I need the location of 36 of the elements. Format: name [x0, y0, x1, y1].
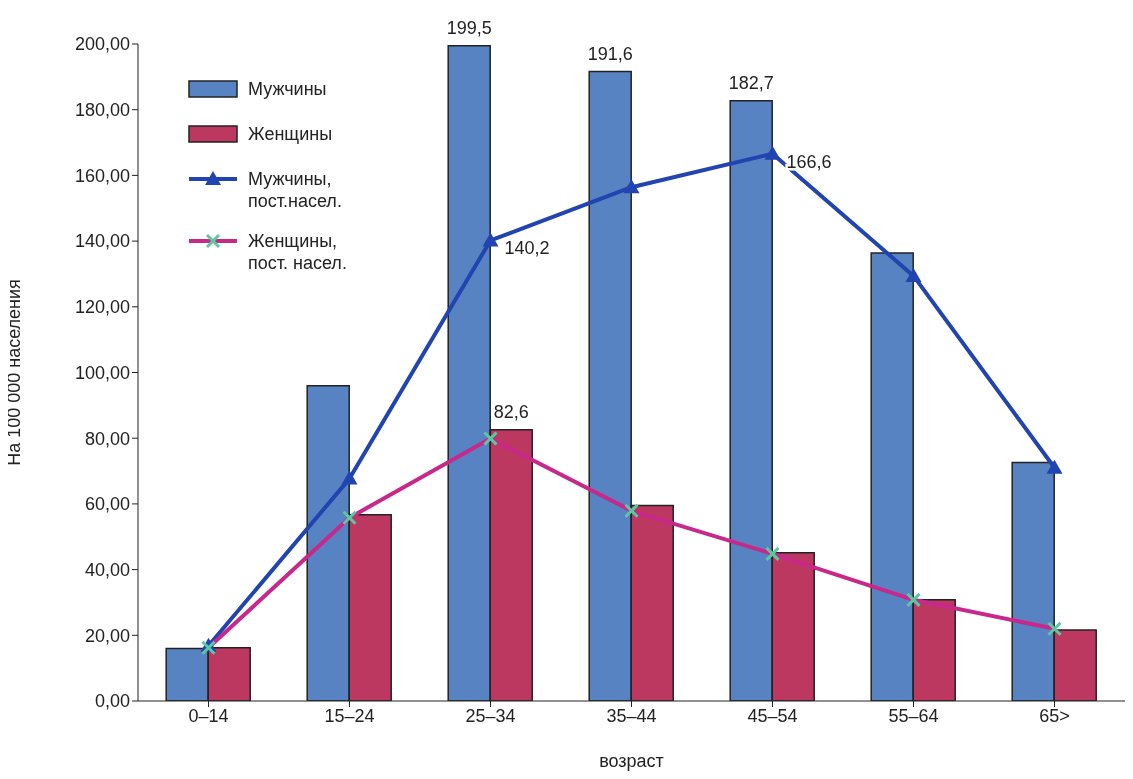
- data-label: 166,6: [786, 151, 832, 172]
- point: [482, 232, 499, 247]
- data-label: 140,2: [504, 238, 550, 259]
- legend-label: Женщины, пост. насел.: [248, 230, 348, 274]
- y-tick-label: 160,00: [74, 165, 130, 186]
- data-label: 82,6: [493, 401, 529, 422]
- x-tick-label: 45–54: [747, 705, 798, 726]
- legend-label: Мужчины, пост.насел.: [248, 168, 343, 212]
- y-tick-label: 120,00: [74, 297, 130, 318]
- point: [764, 145, 781, 160]
- x-tick-label: 0–14: [188, 705, 229, 726]
- point: [341, 470, 358, 485]
- x-axis-title: возраст: [599, 751, 664, 771]
- legend-label: Мужчины: [248, 78, 328, 100]
- y-tick-label: 180,00: [74, 100, 130, 121]
- y-tick-label: 140,00: [74, 231, 130, 252]
- y-tick-label: 80,00: [84, 428, 130, 449]
- data-label: 199,5: [446, 17, 492, 38]
- data-label: 182,7: [728, 72, 774, 93]
- y-tick-label: 0,00: [94, 691, 130, 712]
- x-tick-label: 25–34: [465, 705, 516, 726]
- y-tick-label: 20,00: [84, 625, 130, 646]
- x-tick-label: 15–24: [324, 705, 375, 726]
- x-tick-label: 55–64: [888, 705, 939, 726]
- x-tick-label: 65>: [1039, 705, 1070, 726]
- point: [905, 267, 922, 282]
- legend-label: Женщины: [248, 123, 334, 145]
- data-label: 191,6: [587, 43, 633, 64]
- x-tick-label: 35–44: [606, 705, 657, 726]
- y-tick-label: 40,00: [84, 559, 130, 580]
- y-axis-title: На 100 000 населения: [4, 279, 25, 466]
- point: [1046, 459, 1063, 474]
- y-tick-label: 60,00: [84, 494, 130, 515]
- point: [623, 179, 640, 194]
- y-tick-label: 200,00: [74, 34, 130, 55]
- y-tick-label: 100,00: [74, 362, 130, 383]
